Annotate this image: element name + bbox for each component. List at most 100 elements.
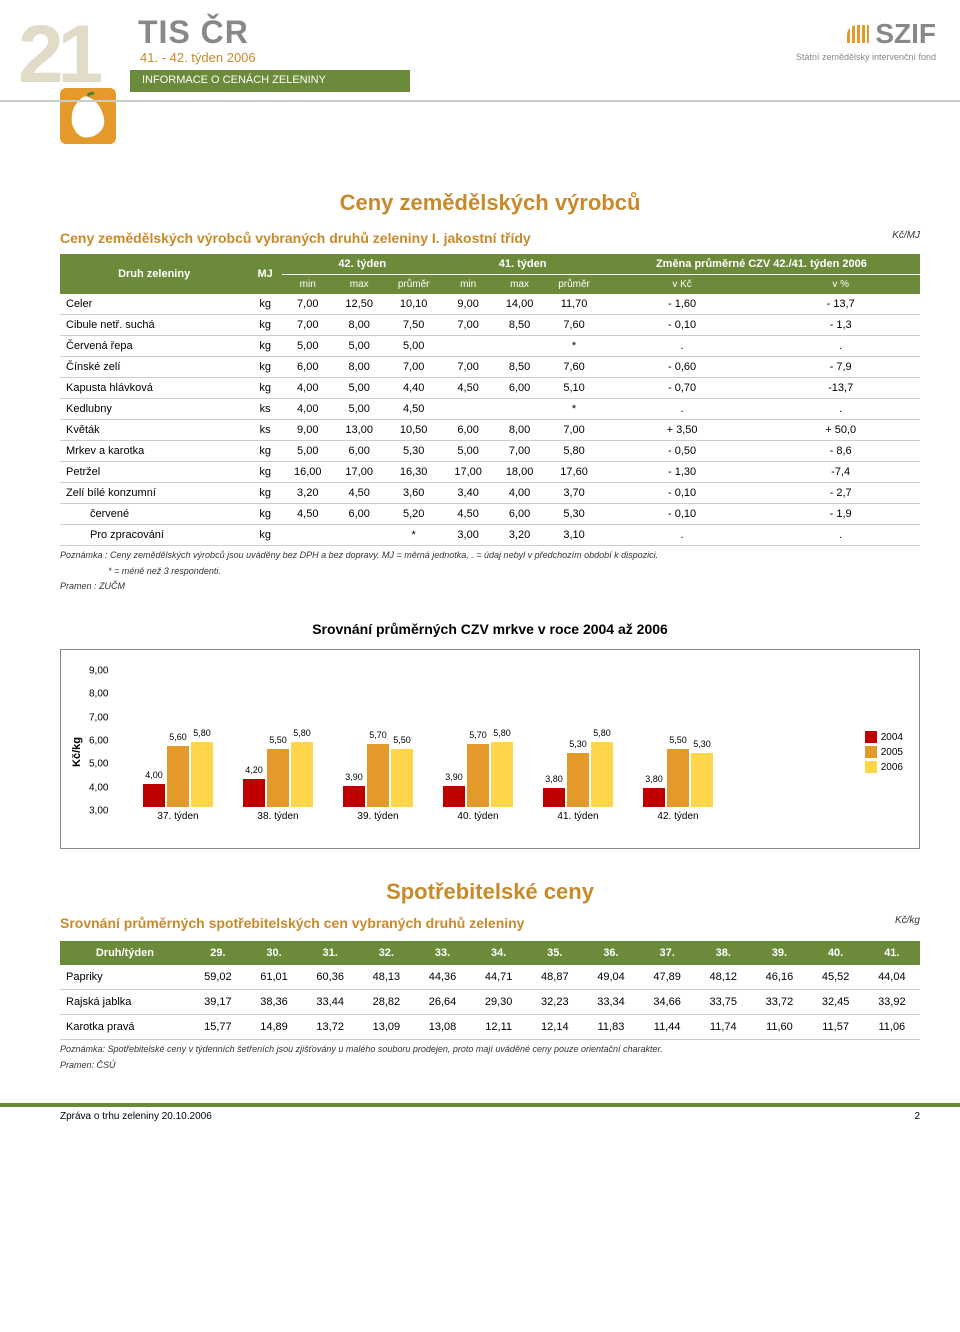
ytick: 8,00	[89, 689, 108, 700]
cell-value: 5,80	[545, 441, 602, 462]
cell-value: 48,87	[527, 965, 583, 990]
cell-mj: kg	[248, 294, 282, 315]
footer-page-num: 2	[914, 1111, 920, 1122]
cell-value: 11,60	[751, 1015, 807, 1040]
bar-value-label: 5,50	[669, 735, 687, 745]
cell-name: červené	[60, 504, 248, 525]
table-row: Petrželkg16,0017,0016,3017,0018,0017,60-…	[60, 462, 920, 483]
bar: 3,90	[343, 786, 365, 807]
cell-value: 8,00	[333, 357, 384, 378]
section1-unit: Kč/MJ	[892, 230, 920, 241]
bar: 5,50	[667, 749, 689, 807]
cell-value: 18,00	[494, 462, 545, 483]
cell-name: Mrkev a karotka	[60, 441, 248, 462]
cell-value: 11,06	[864, 1015, 920, 1040]
cell-value: 39,17	[190, 990, 246, 1015]
bar-value-label: 5,30	[569, 739, 587, 749]
szif-logo-icon	[847, 25, 869, 43]
cell-value: 5,00	[333, 378, 384, 399]
cell-value: 4,40	[385, 378, 442, 399]
cell-value: .	[761, 399, 920, 420]
chart-title: Srovnání průměrných CZV mrkve v roce 200…	[60, 621, 920, 637]
table1-note1: Poznámka : Ceny zemědělských výrobců jso…	[60, 550, 920, 562]
bar-value-label: 5,70	[469, 730, 487, 740]
cell-value: 4,00	[282, 378, 333, 399]
producer-prices-table: Druh zeleniny MJ 42. týden 41. týden Změ…	[60, 254, 920, 546]
cell-mj: kg	[248, 357, 282, 378]
col-week: 35.	[527, 941, 583, 965]
cell-value: 3,20	[494, 525, 545, 546]
consumer-prices-table: Druh/týden29.30.31.32.33.34.35.36.37.38.…	[60, 941, 920, 1040]
bar-value-label: 4,20	[245, 765, 263, 775]
bar: 4,20	[243, 779, 265, 807]
cell-value: 17,00	[442, 462, 493, 483]
cell-value: 33,34	[583, 990, 639, 1015]
cell-mj: kg	[248, 441, 282, 462]
cell-value: 16,00	[282, 462, 333, 483]
cell-value: - 7,9	[761, 357, 920, 378]
cell-value: .	[761, 525, 920, 546]
cell-value: 48,13	[358, 965, 414, 990]
cell-value: 5,30	[545, 504, 602, 525]
cell-value: 7,60	[545, 357, 602, 378]
col-change: Změna průměrné CZV 42./41. týden 2006	[603, 254, 920, 275]
bar-value-label: 3,80	[545, 774, 563, 784]
cell-name: Kapusta hlávková	[60, 378, 248, 399]
xtick-label: 37. týden	[133, 811, 223, 822]
cell-mj: kg	[248, 315, 282, 336]
cell-value: 5,00	[442, 441, 493, 462]
cell-value: - 8,6	[761, 441, 920, 462]
cell-value: - 2,7	[761, 483, 920, 504]
cell-value: 4,50	[442, 378, 493, 399]
cell-value: 12,11	[471, 1015, 527, 1040]
cell-value: 7,00	[494, 441, 545, 462]
cell-value: 28,82	[358, 990, 414, 1015]
xtick-label: 41. týden	[533, 811, 623, 822]
bar: 5,30	[691, 753, 713, 807]
cell-value: 6,00	[494, 504, 545, 525]
cell-name: Pro zpracování	[60, 525, 248, 546]
cell-value: 6,00	[282, 357, 333, 378]
cell-value: 33,44	[302, 990, 358, 1015]
cell-value	[442, 336, 493, 357]
bar-value-label: 5,30	[693, 739, 711, 749]
legend-swatch	[865, 731, 877, 743]
sub-min: min	[442, 275, 493, 295]
xtick-label: 38. týden	[233, 811, 323, 822]
ytick: 3,00	[89, 806, 108, 817]
cell-mj: kg	[248, 483, 282, 504]
bar-value-label: 5,80	[293, 728, 311, 738]
legend-label: 2006	[881, 762, 903, 773]
cell-value: 13,09	[358, 1015, 414, 1040]
bar-group: 3,905,705,8040. týden	[433, 667, 523, 822]
table2-note1: Poznámka: Spotřebitelské ceny v týdenníc…	[60, 1044, 920, 1056]
table-row: Zelí bílé konzumníkg3,204,503,603,404,00…	[60, 483, 920, 504]
cell-value: 33,75	[695, 990, 751, 1015]
cell-value: 34,66	[639, 990, 695, 1015]
table-row: Kapusta hlávkovákg4,005,004,404,506,005,…	[60, 378, 920, 399]
ytick: 6,00	[89, 736, 108, 747]
col-week: 30.	[246, 941, 302, 965]
cell-value: 4,50	[385, 399, 442, 420]
bar: 4,00	[143, 784, 165, 807]
cell-value: 4,00	[282, 399, 333, 420]
table-row: Čínské zelíkg6,008,007,007,008,507,60- 0…	[60, 357, 920, 378]
cell-value: - 0,70	[603, 378, 762, 399]
legend-swatch	[865, 746, 877, 758]
cell-name: Červená řepa	[60, 336, 248, 357]
bar: 5,80	[191, 742, 213, 807]
cell-mj: kg	[248, 378, 282, 399]
bar: 5,60	[167, 746, 189, 807]
chart-ylabel: Kč/kg	[71, 737, 83, 767]
sub-max: max	[494, 275, 545, 295]
cell-value: - 0,60	[603, 357, 762, 378]
cell-value: - 0,10	[603, 315, 762, 336]
bar: 3,80	[543, 788, 565, 807]
cell-value: 44,04	[864, 965, 920, 990]
cell-value: -7,4	[761, 462, 920, 483]
table-row: Papriky59,0261,0160,3648,1344,3644,7148,…	[60, 965, 920, 990]
sub-avg: průměr	[385, 275, 442, 295]
cell-value: 26,64	[414, 990, 470, 1015]
cell-value: 5,00	[385, 336, 442, 357]
col-week: 33.	[414, 941, 470, 965]
